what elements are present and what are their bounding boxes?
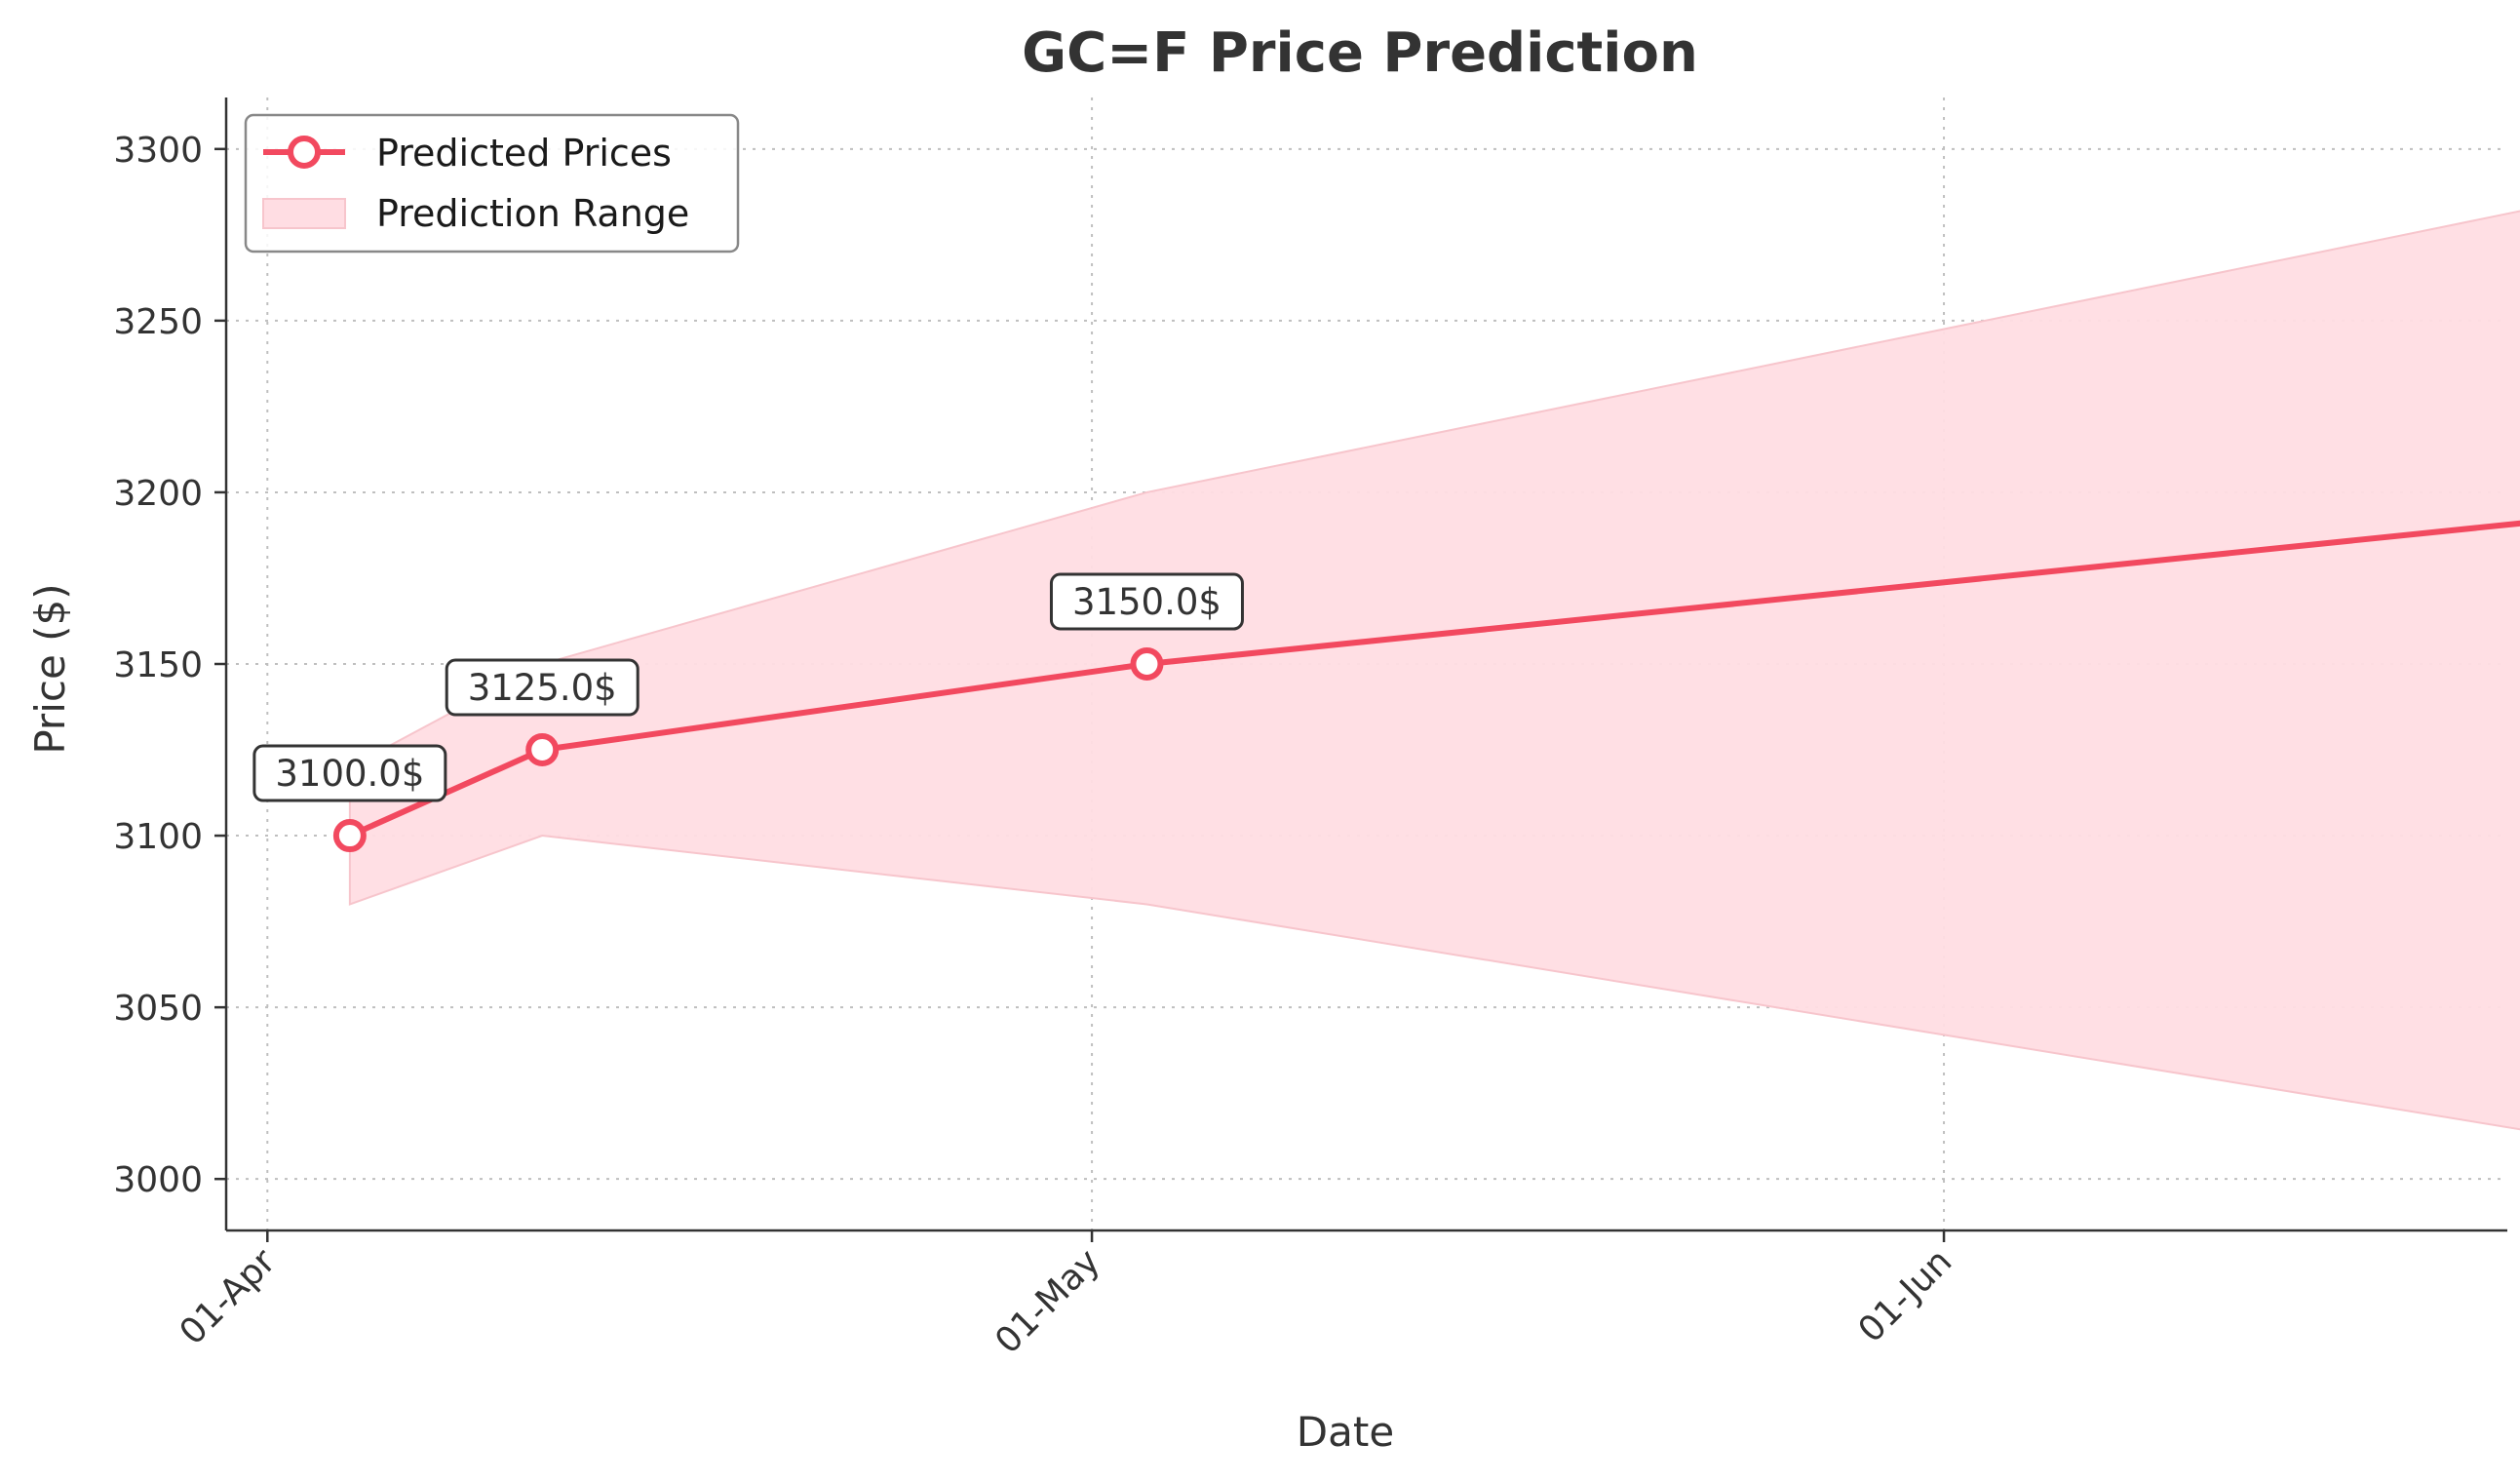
data-label: 3150.0$ [1072, 581, 1221, 623]
chart-title: GC=F Price Prediction [1022, 21, 1698, 85]
legend-marker-swatch [288, 136, 321, 169]
legend: Predicted Prices Prediction Range [244, 113, 740, 254]
prediction-range-area [348, 210, 2520, 1131]
data-label-box [445, 658, 640, 717]
y-tick-label: 3000 [113, 1160, 203, 1200]
legend-frame [244, 113, 740, 254]
data-label-box [252, 744, 447, 802]
data-label: 3100.0$ [275, 753, 424, 795]
prediction-range-band [348, 210, 2520, 1131]
y-tick-label: 3300 [113, 131, 203, 171]
data-point-marker [332, 819, 367, 853]
data-labels: 3100.0$3125.0$3150.0$3200.0$ [252, 572, 1244, 802]
y-tick-label: 3150 [113, 645, 203, 685]
legend-entry-predicted-prices: Predicted Prices [376, 132, 672, 175]
y-tick-label: 3200 [113, 474, 203, 514]
legend-range-swatch [262, 198, 346, 229]
data-point-marker [525, 733, 560, 767]
y-tick-label: 3050 [113, 989, 203, 1029]
x-axis-label: Date [1297, 1408, 1394, 1456]
data-point-marker [1130, 647, 1164, 681]
y-tick-label: 3250 [113, 302, 203, 342]
legend-entry-prediction-range: Prediction Range [376, 192, 689, 235]
data-label: 3125.0$ [468, 667, 617, 709]
data-label-box [1049, 572, 1244, 631]
y-axis-label: Price ($) [26, 583, 74, 754]
y-tick-label: 3100 [113, 817, 203, 857]
